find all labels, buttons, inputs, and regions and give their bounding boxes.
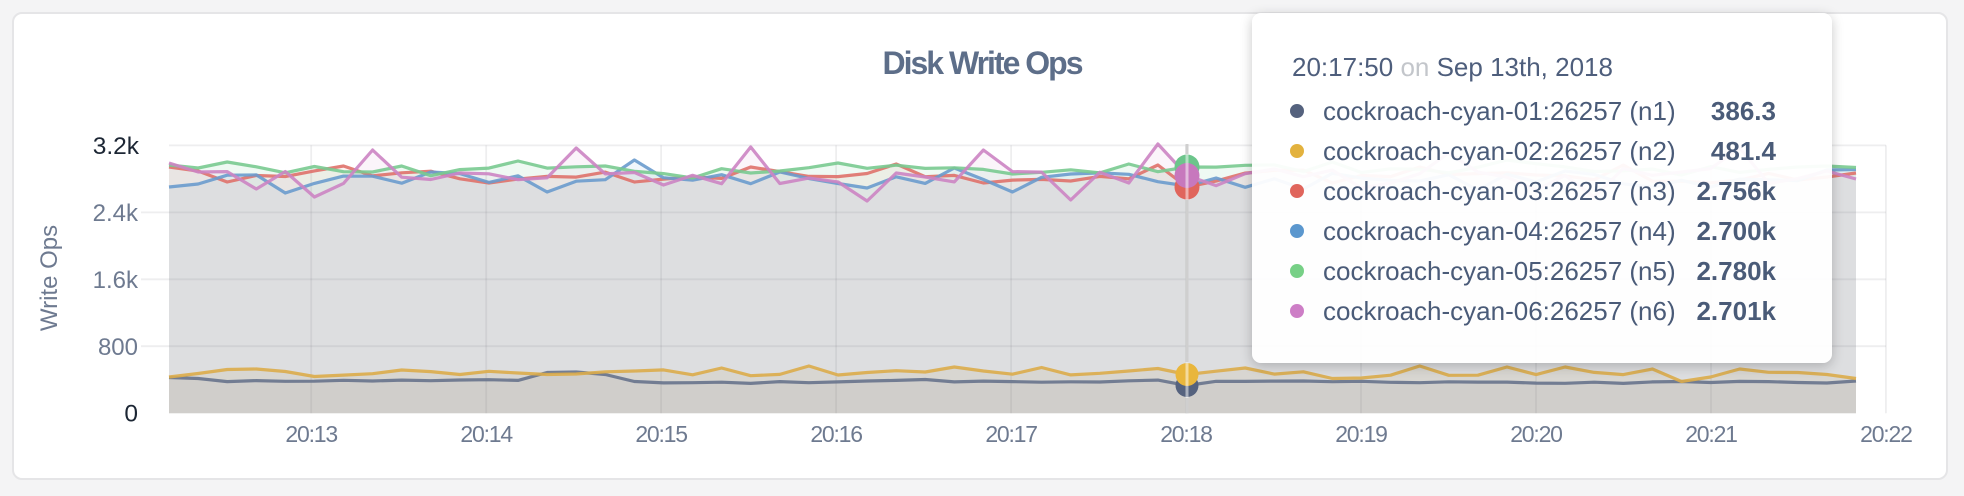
svg-text:800: 800 [98, 334, 138, 361]
svg-text:20:22: 20:22 [1860, 421, 1912, 447]
svg-text:20:13: 20:13 [285, 421, 337, 447]
svg-text:20:14: 20:14 [460, 421, 513, 447]
svg-text:20:21: 20:21 [1685, 421, 1737, 447]
svg-text:20:15: 20:15 [635, 421, 687, 447]
svg-text:0: 0 [124, 401, 138, 428]
svg-text:1.6k: 1.6k [93, 267, 139, 294]
svg-text:20:19: 20:19 [1335, 421, 1387, 447]
svg-text:3.2k: 3.2k [93, 133, 140, 160]
svg-text:20:17: 20:17 [985, 421, 1037, 447]
svg-text:Write Ops: Write Ops [36, 225, 63, 331]
svg-text:20:16: 20:16 [810, 421, 862, 447]
svg-text:20:20: 20:20 [1510, 421, 1562, 447]
svg-text:2.4k: 2.4k [93, 200, 139, 227]
svg-text:20:18: 20:18 [1160, 421, 1212, 447]
